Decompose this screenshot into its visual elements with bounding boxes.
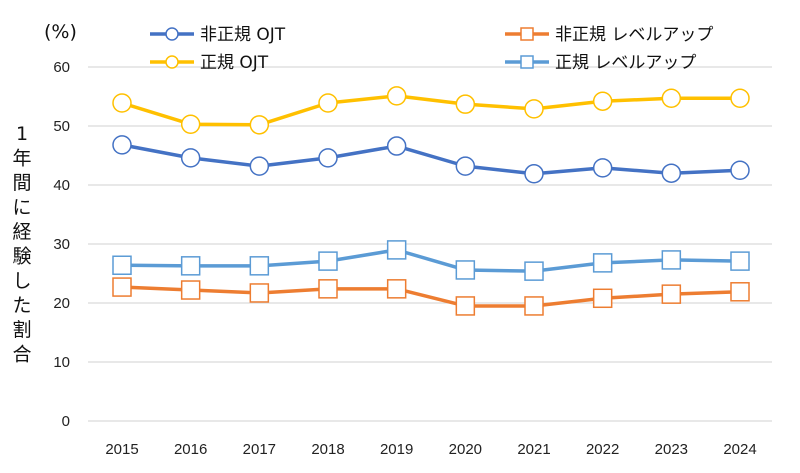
y-axis-label-char: に bbox=[12, 197, 31, 219]
y-axis-label-char: 年 bbox=[12, 148, 31, 170]
x-tick-label: 2021 bbox=[517, 441, 550, 458]
data-point bbox=[386, 279, 407, 299]
data-point bbox=[730, 251, 750, 271]
x-tick-label: 2017 bbox=[243, 441, 276, 458]
data-point bbox=[661, 163, 682, 183]
data-point bbox=[524, 164, 544, 184]
series-line bbox=[121, 285, 741, 308]
legend-item: 正規 OJT bbox=[150, 53, 269, 73]
series-1 bbox=[112, 86, 750, 135]
legend-item: 正規 レベルアップ bbox=[505, 53, 696, 73]
data-point bbox=[730, 160, 750, 180]
legend-label: 正規 レベルアップ bbox=[555, 53, 696, 73]
x-tick-label: 2024 bbox=[723, 441, 756, 458]
data-point bbox=[249, 283, 270, 303]
data-point bbox=[592, 91, 613, 111]
data-point bbox=[318, 148, 338, 168]
legend-label: 非正規 OJT bbox=[200, 25, 286, 45]
data-point bbox=[524, 261, 544, 281]
y-axis-label-char: 験 bbox=[12, 246, 31, 268]
data-point bbox=[386, 86, 407, 106]
data-point bbox=[592, 158, 613, 178]
data-point bbox=[318, 93, 338, 113]
data-point bbox=[318, 251, 338, 271]
legend-marker bbox=[165, 27, 179, 41]
y-tick-label: 60 bbox=[53, 59, 70, 76]
legend-item: 非正規 レベルアップ bbox=[505, 25, 713, 45]
y-tick-label: 50 bbox=[53, 118, 70, 135]
data-point bbox=[386, 240, 407, 260]
data-point bbox=[249, 256, 270, 276]
legend-item: 非正規 OJT bbox=[150, 25, 286, 45]
data-point bbox=[455, 156, 476, 176]
y-tick-label: 0 bbox=[62, 413, 70, 430]
data-point bbox=[730, 282, 750, 302]
series-line bbox=[121, 94, 740, 127]
data-point bbox=[524, 296, 544, 316]
data-point bbox=[661, 250, 682, 270]
data-point bbox=[661, 284, 682, 304]
data-point bbox=[180, 148, 201, 168]
series-3 bbox=[112, 240, 750, 281]
legend-label: 正規 OJT bbox=[200, 53, 269, 73]
series-group bbox=[112, 86, 750, 316]
y-tick-label: 40 bbox=[53, 177, 70, 194]
data-point bbox=[112, 255, 132, 275]
x-tick-label: 2015 bbox=[105, 441, 138, 458]
unit-label: (%) bbox=[44, 21, 77, 43]
x-tick-label: 2018 bbox=[311, 441, 344, 458]
data-point bbox=[180, 114, 201, 134]
series-0 bbox=[112, 135, 750, 184]
x-tick-label: 2019 bbox=[380, 441, 413, 458]
y-axis-label-char: 割 bbox=[12, 319, 31, 341]
data-point bbox=[112, 135, 132, 155]
x-tick-label: 2023 bbox=[655, 441, 688, 458]
data-point bbox=[180, 280, 201, 300]
x-tick-label: 2016 bbox=[174, 441, 207, 458]
data-point bbox=[455, 260, 476, 280]
data-point bbox=[592, 253, 613, 273]
data-point bbox=[180, 256, 201, 276]
data-point bbox=[318, 279, 338, 299]
y-axis-label-char: 1 bbox=[16, 123, 28, 145]
data-point bbox=[112, 93, 132, 113]
data-point bbox=[455, 94, 476, 114]
y-tick-label: 20 bbox=[53, 295, 70, 312]
series-2 bbox=[112, 277, 750, 316]
legend-label: 非正規 レベルアップ bbox=[555, 25, 713, 45]
series-line bbox=[121, 248, 741, 273]
y-axis-label-char: し bbox=[12, 270, 31, 292]
data-point bbox=[386, 136, 407, 156]
y-axis-label-char: 経 bbox=[12, 221, 31, 243]
legend-marker bbox=[520, 55, 534, 69]
y-tick-label: 10 bbox=[53, 354, 70, 371]
series-line bbox=[121, 143, 741, 176]
y-axis-label-char: 間 bbox=[12, 172, 31, 194]
data-point bbox=[661, 88, 682, 109]
y-axis-label-char: 合 bbox=[12, 344, 31, 366]
data-point bbox=[249, 115, 270, 135]
y-axis-ticks: 0 10 20 30 40 50 60 bbox=[53, 59, 70, 430]
y-axis-label-char: た bbox=[12, 295, 31, 317]
x-tick-label: 2020 bbox=[449, 441, 482, 458]
x-axis-ticks: 2015 2016 2017 2018 2019 2020 2021 2022 2023 2024 bbox=[105, 441, 756, 458]
x-tick-label: 2022 bbox=[586, 441, 619, 458]
data-point bbox=[112, 277, 132, 297]
data-point bbox=[455, 296, 476, 316]
legend-marker bbox=[520, 27, 534, 41]
data-point bbox=[524, 99, 544, 119]
legend-marker bbox=[165, 55, 179, 69]
data-point bbox=[592, 288, 613, 309]
data-point bbox=[249, 156, 270, 176]
data-point bbox=[730, 88, 750, 109]
y-tick-label: 30 bbox=[53, 236, 70, 253]
